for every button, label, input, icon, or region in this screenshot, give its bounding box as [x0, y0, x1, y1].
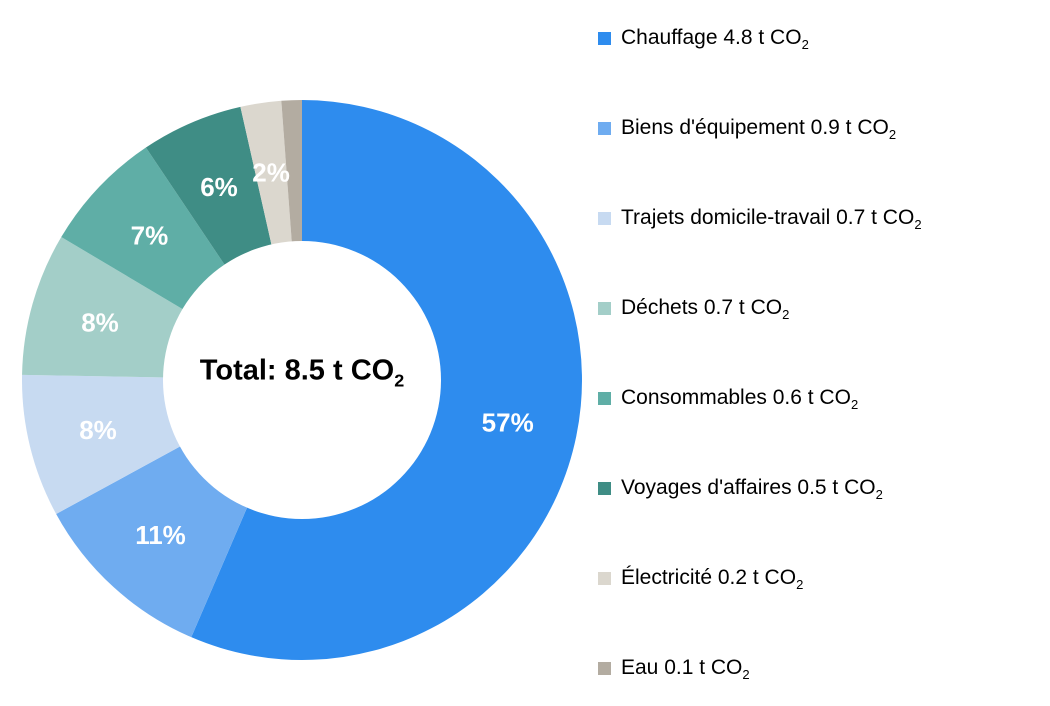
legend-item-3: Trajets domicile-travail 0.7 t CO2: [598, 196, 1050, 240]
legend-label-subscript: 2: [888, 127, 897, 143]
percent-label-1: 57%: [482, 407, 534, 437]
legend-label: Déchets 0.7 t CO2: [621, 296, 790, 323]
donut-chart: 57% 11% 8% 8% 7% 6% 2% Total: 8.5 t CO2: [22, 99, 582, 660]
donut-hole: [163, 241, 441, 519]
legend-label: Biens d'équipement 0.9 t CO2: [621, 116, 897, 143]
legend-swatch-icon: [598, 661, 611, 675]
donut-svg: 57% 11% 8% 8% 7% 6% 2%: [22, 99, 582, 660]
legend-swatch-icon: [598, 121, 611, 135]
percent-label-2: 11%: [135, 520, 186, 550]
legend-swatch-icon: [598, 301, 611, 315]
legend-label-subscript: 2: [742, 667, 750, 683]
donut-center-total-text: Total: 8.5 t CO: [199, 354, 395, 387]
legend-item-7: Électricité 0.2 t CO2: [598, 556, 1050, 600]
legend-swatch-icon: [598, 571, 611, 585]
legend-label-text: Électricité 0.2 t CO: [621, 566, 797, 589]
legend-label: Chauffage 4.8 t CO2: [621, 26, 809, 53]
percent-label-3: 8%: [79, 415, 117, 445]
legend-swatch-icon: [598, 391, 611, 405]
legend-label-subscript: 2: [796, 577, 804, 593]
donut-center-total-subscript: 2: [394, 370, 405, 391]
legend-item-5: Consommables 0.6 t CO2: [598, 376, 1050, 420]
legend-label-subscript: 2: [850, 397, 859, 413]
percent-label-6: 6%: [200, 172, 238, 202]
legend-label-text: Chauffage 4.8 t CO: [621, 26, 802, 49]
legend-label: Électricité 0.2 t CO2: [621, 566, 804, 593]
legend-label: Consommables 0.6 t CO2: [621, 386, 859, 413]
legend-swatch-icon: [598, 481, 611, 495]
legend-swatch-icon: [598, 31, 611, 45]
legend-item-8: Eau 0.1 t CO2: [598, 646, 1050, 690]
legend-label-text: Trajets domicile-travail 0.7 t CO: [621, 206, 915, 229]
legend: Chauffage 4.8 t CO2 Biens d'équipement 0.…: [598, 16, 1050, 706]
legend-label-text: Consommables 0.6 t CO: [621, 386, 851, 409]
legend-label-subscript: 2: [914, 217, 922, 233]
legend-label: Trajets domicile-travail 0.7 t CO2: [621, 206, 922, 233]
legend-item-1: Chauffage 4.8 t CO2: [598, 16, 1050, 60]
legend-item-6: Voyages d'affaires 0.5 t CO2: [598, 466, 1050, 510]
legend-item-2: Biens d'équipement 0.9 t CO2: [598, 106, 1050, 150]
percent-label-4: 8%: [81, 308, 119, 338]
legend-label-subscript: 2: [875, 487, 883, 503]
legend-label-subscript: 2: [782, 307, 790, 323]
percent-label-5: 7%: [131, 221, 169, 251]
legend-label: Voyages d'affaires 0.5 t CO2: [621, 476, 883, 503]
donut-center-total: Total: 8.5 t CO2: [199, 354, 405, 391]
legend-label-text: Biens d'équipement 0.9 t CO: [621, 116, 889, 139]
legend-item-4: Déchets 0.7 t CO2: [598, 286, 1050, 330]
legend-label: Eau 0.1 t CO2: [621, 656, 750, 683]
legend-label-text: Déchets 0.7 t CO: [621, 296, 783, 319]
legend-label-subscript: 2: [801, 37, 809, 53]
legend-swatch-icon: [598, 211, 611, 225]
percent-label-7: 2%: [252, 157, 290, 187]
legend-label-text: Eau 0.1 t CO: [621, 656, 743, 679]
legend-label-text: Voyages d'affaires 0.5 t CO: [621, 476, 876, 499]
